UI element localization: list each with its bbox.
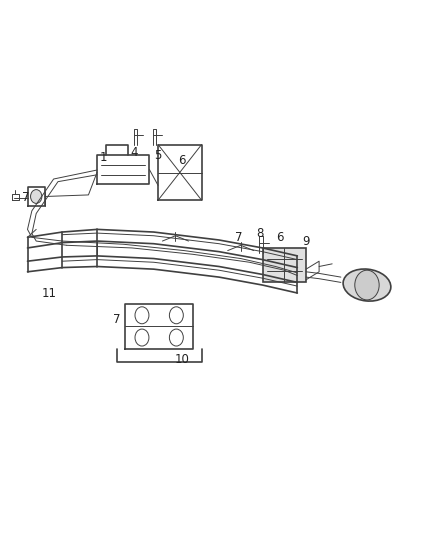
Text: 7: 7 [235,231,242,244]
Text: 6: 6 [276,231,284,244]
Text: 6: 6 [178,154,186,167]
Text: 1: 1 [100,151,107,164]
Text: 11: 11 [42,287,57,300]
Text: 7: 7 [113,313,120,326]
Text: 9: 9 [302,235,310,247]
Text: 5: 5 [154,149,162,161]
Circle shape [135,329,149,346]
Circle shape [135,307,149,324]
Ellipse shape [343,269,391,301]
Circle shape [170,307,184,324]
Text: 8: 8 [257,227,264,240]
Circle shape [31,190,42,204]
Circle shape [170,329,184,346]
Bar [262,248,306,282]
Text: 7: 7 [21,191,29,204]
Circle shape [355,270,379,300]
Text: 4: 4 [131,146,138,159]
Text: 10: 10 [175,353,190,366]
